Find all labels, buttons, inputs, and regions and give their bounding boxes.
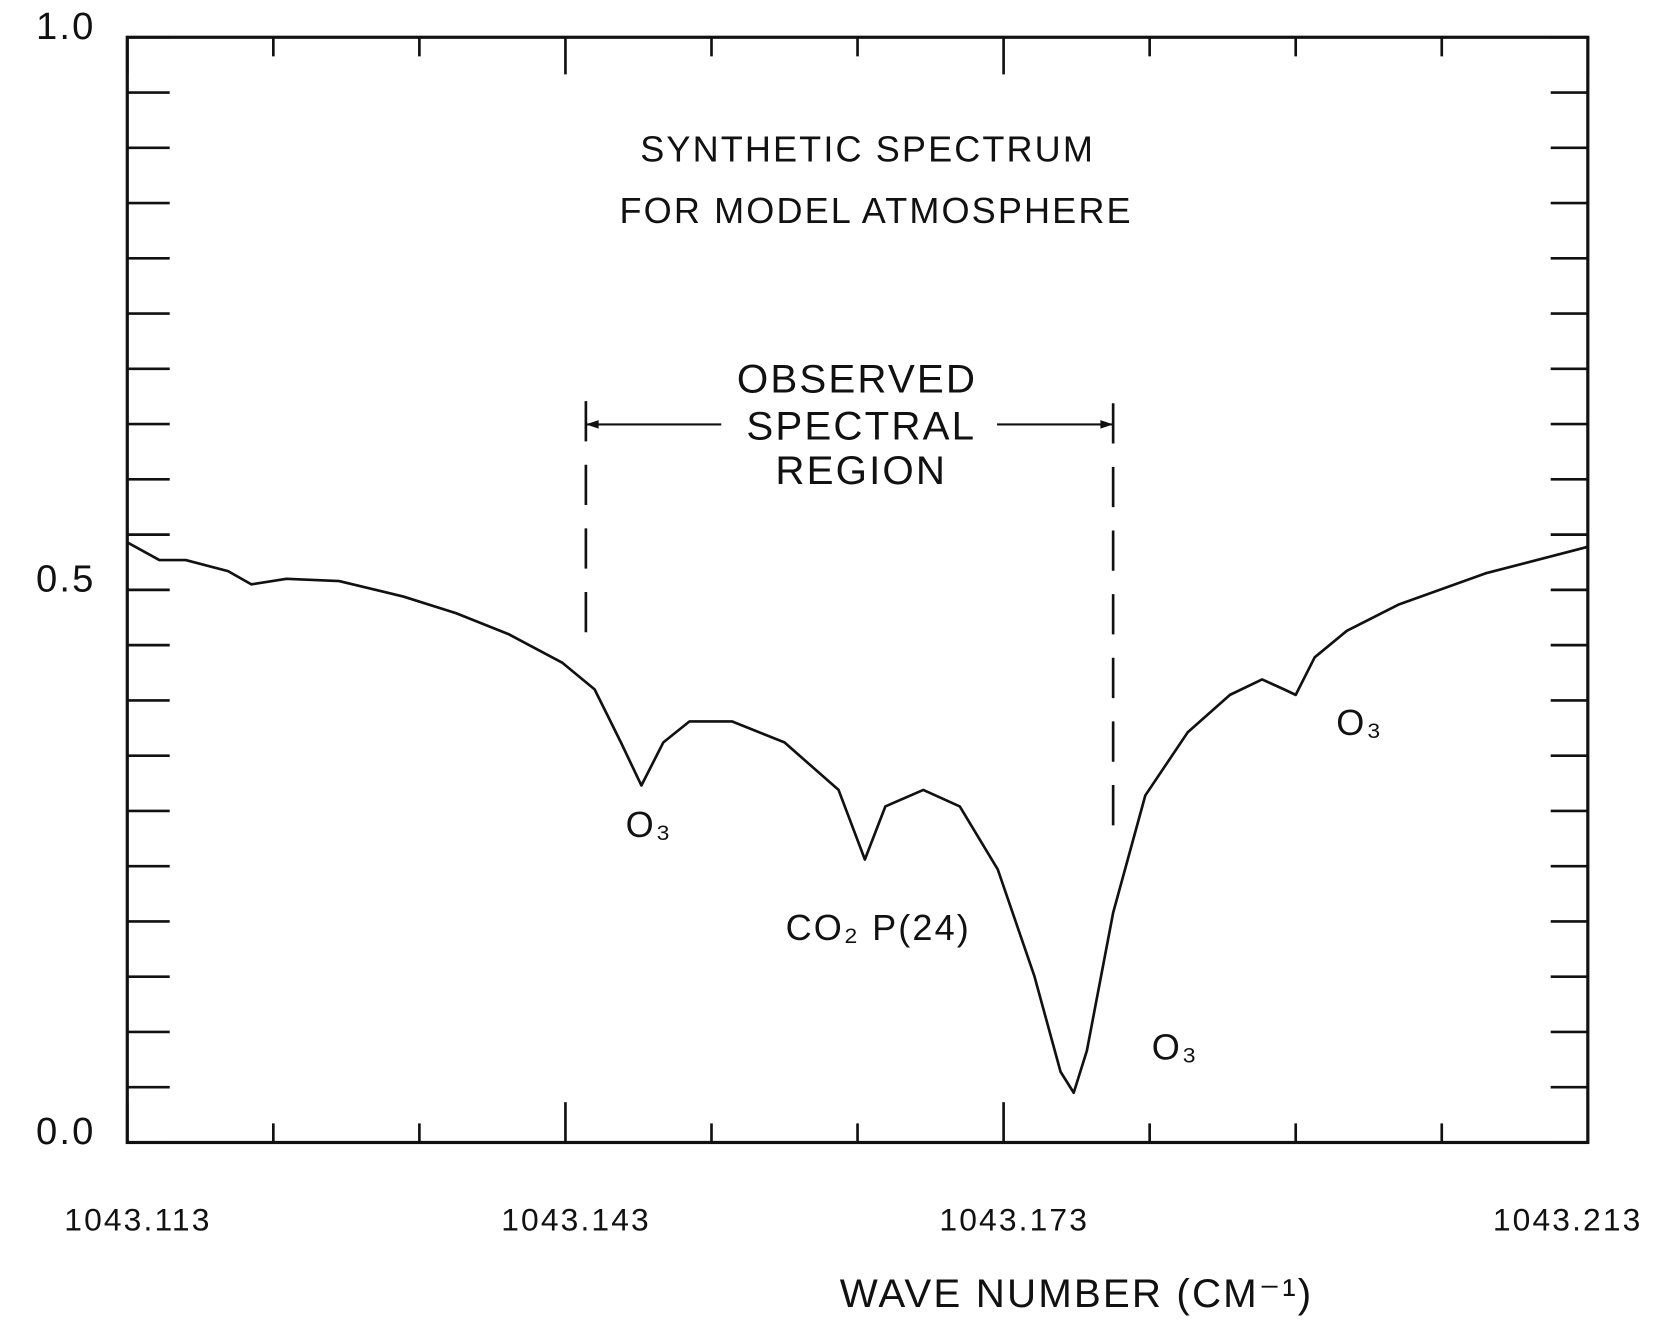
y-tick-label: 1.0 bbox=[36, 5, 95, 48]
x-tick-label: 1043.173 bbox=[939, 1201, 1089, 1237]
region-label: OBSERVED bbox=[737, 357, 977, 402]
x-tick-label: 1043.113 bbox=[64, 1201, 211, 1237]
spectrum-line bbox=[126, 541, 1589, 1095]
annotation: SYNTHETIC SPECTRUM bbox=[640, 128, 1095, 169]
arrow-head bbox=[1100, 420, 1114, 429]
annotation: CO₂ P(24) bbox=[786, 907, 971, 948]
x-axis-label: WAVE NUMBER (CM⁻¹) bbox=[840, 1271, 1314, 1316]
x-tick-label: 1043.213 bbox=[1493, 1201, 1643, 1237]
annotation: O₃ bbox=[1152, 1027, 1199, 1068]
y-tick-label: 0.5 bbox=[36, 557, 95, 600]
annotation: FOR MODEL ATMOSPHERE bbox=[620, 190, 1133, 231]
arrow-head bbox=[585, 420, 599, 429]
region-label: SPECTRAL bbox=[746, 403, 976, 448]
annotation: O₃ bbox=[626, 804, 673, 845]
x-tick-label: 1043.143 bbox=[501, 1201, 651, 1237]
region-label: REGION bbox=[775, 448, 947, 493]
y-tick-label: 0.0 bbox=[36, 1110, 95, 1153]
annotation: O₃ bbox=[1336, 702, 1383, 743]
